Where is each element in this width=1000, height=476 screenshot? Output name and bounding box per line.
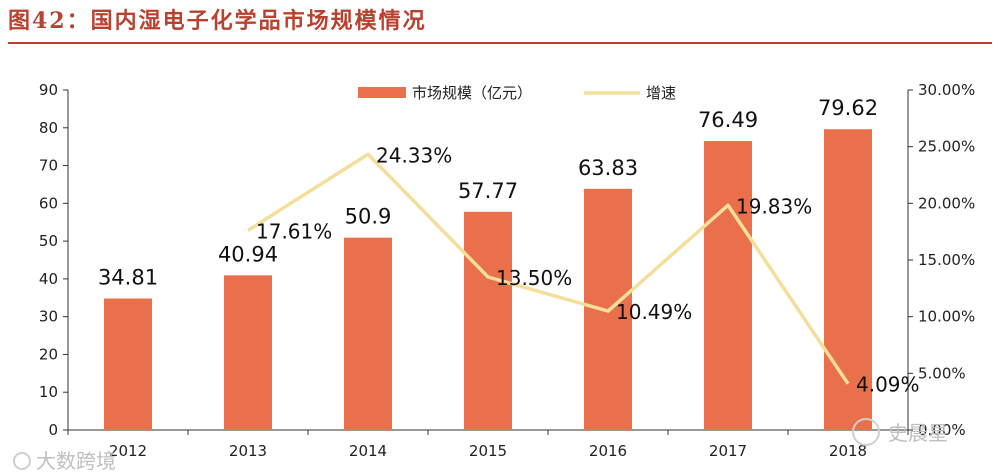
bar-2015 — [464, 211, 512, 430]
bar-2014 — [344, 237, 392, 430]
bar-value-label: 50.9 — [345, 205, 392, 229]
x-tick-label: 2013 — [229, 442, 267, 460]
growth-rate-label: 17.61% — [256, 219, 332, 243]
right-tick-label: 20.00% — [918, 194, 975, 212]
bar-value-label: 34.81 — [98, 265, 158, 289]
growth-rate-label: 4.09% — [856, 373, 920, 397]
legend: 市场规模（亿元） 增速 — [358, 84, 676, 102]
x-tick-label: 2017 — [709, 442, 747, 460]
left-tick-label: 0 — [48, 421, 58, 439]
right-tick-label: 15.00% — [918, 251, 975, 269]
bar-value-label: 76.49 — [698, 108, 758, 132]
growth-rate-label: 24.33% — [376, 143, 452, 167]
bar-2012 — [104, 298, 152, 430]
legend-bar-swatch — [358, 87, 406, 98]
bar-2013 — [224, 275, 272, 430]
legend-bar-label: 市场规模（亿元） — [412, 84, 532, 102]
left-tick-label: 20 — [39, 345, 58, 363]
watermark-left-icon — [13, 452, 31, 470]
growth-rate-label: 19.83% — [736, 194, 812, 218]
bar-value-label: 57.77 — [458, 179, 518, 203]
left-tick-label: 80 — [39, 119, 58, 137]
line-group — [247, 152, 850, 385]
right-tick-label: 30.00% — [918, 81, 975, 99]
watermark-right: 史晨星 — [888, 421, 948, 445]
growth-rate-label: 10.49% — [616, 300, 692, 324]
labels-group: 34.81 40.94 50.9 57.77 63.83 76.49 79.62 17.61%… — [98, 96, 920, 396]
bar-2017 — [704, 141, 752, 430]
x-tick-label: 2018 — [829, 442, 867, 460]
left-tick-label: 90 — [39, 81, 58, 99]
right-tick-label: 25.00% — [918, 138, 975, 156]
x-tick-label: 2016 — [589, 442, 627, 460]
growth-rate-label: 13.50% — [496, 266, 572, 290]
watermark-left: 大数跨境 — [36, 449, 116, 473]
left-tick-label: 10 — [39, 383, 58, 401]
bar-value-label: 63.83 — [578, 156, 638, 180]
left-tick-label: 60 — [39, 194, 58, 212]
watermarks: 大数跨境 史晨星 — [13, 418, 948, 473]
title-divider — [8, 42, 992, 44]
bars-group — [104, 129, 872, 431]
figure-title: 图42：国内湿电子化学品市场规模情况 — [8, 8, 427, 34]
x-tick-label: 2015 — [469, 442, 507, 460]
bar-value-label: 40.94 — [218, 242, 278, 266]
left-tick-label: 30 — [39, 308, 58, 326]
right-tick-label: 10.00% — [918, 308, 975, 326]
legend-line-label: 增速 — [646, 84, 676, 102]
left-tick-label: 70 — [39, 157, 58, 175]
right-tick-label: 0.00% — [918, 421, 966, 439]
left-tick-label: 40 — [39, 270, 58, 288]
axes-group: 0 10 20 30 40 50 60 70 80 90 0.00% 5.00% 10.00% 15.00… — [39, 81, 975, 460]
watermark-right-icon — [852, 418, 880, 446]
right-tick-label: 5.00% — [918, 364, 966, 382]
x-tick-label: 2012 — [109, 442, 147, 460]
bar-value-label: 79.62 — [818, 96, 878, 120]
left-tick-label: 50 — [39, 232, 58, 250]
bar-2018 — [824, 129, 872, 431]
x-tick-label: 2014 — [349, 442, 387, 460]
growth-rate-line — [247, 152, 850, 385]
